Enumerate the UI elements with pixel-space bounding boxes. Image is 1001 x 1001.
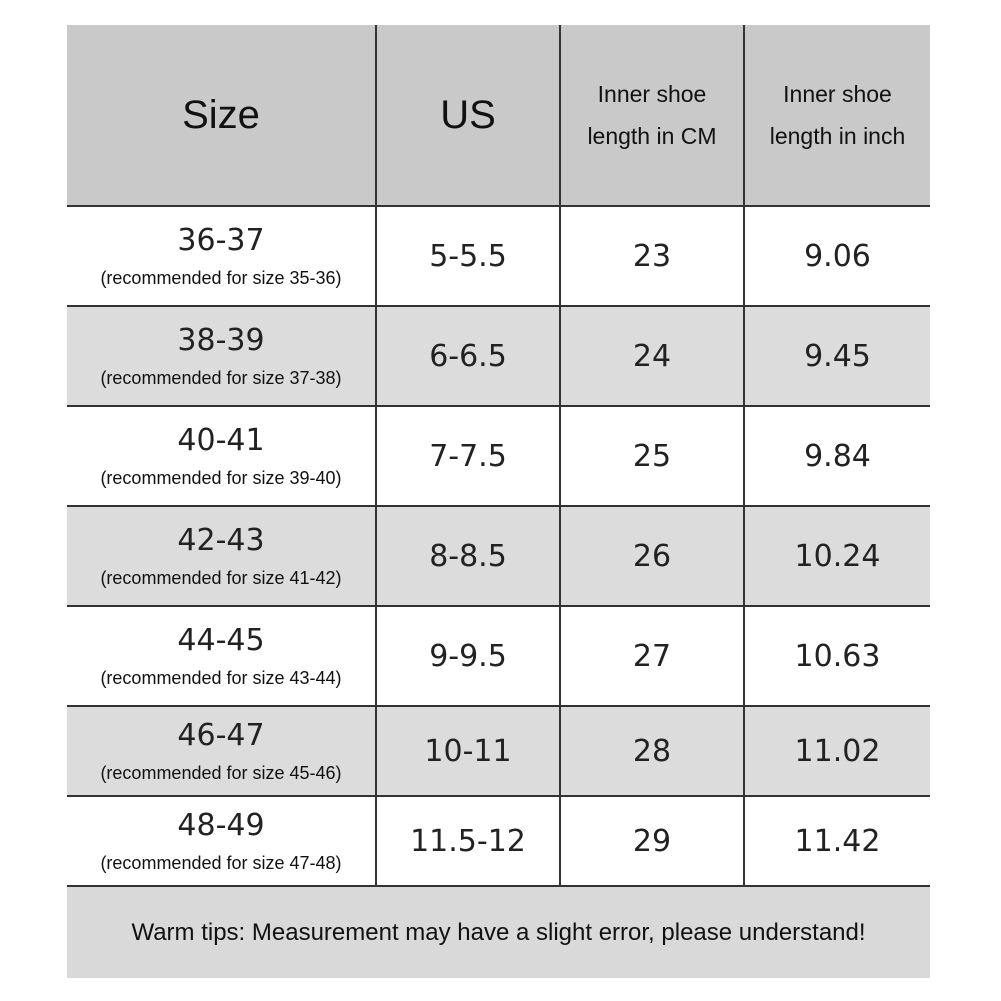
inch-text: 11.02 bbox=[794, 733, 881, 769]
size-text: 48-49 bbox=[177, 808, 265, 843]
header-text: Inner shoe length in inch bbox=[769, 81, 906, 149]
us-text: 8-8.5 bbox=[429, 538, 507, 574]
table-cell: 11.02 bbox=[745, 707, 930, 797]
size-text: 46-47 bbox=[177, 718, 265, 753]
table-cell: 7-7.5 bbox=[377, 407, 561, 507]
cm-text: 24 bbox=[632, 338, 672, 374]
inch-text: 11.42 bbox=[794, 823, 881, 859]
table-cell: 10-11 bbox=[377, 707, 561, 797]
note-text: (recommended for size 47-48) bbox=[100, 853, 342, 873]
us-text: 7-7.5 bbox=[429, 438, 507, 474]
footer-text: Warm tips: Measurement may have a slight… bbox=[131, 918, 866, 946]
note-text: (recommended for size 41-42) bbox=[100, 568, 342, 588]
table-cell: 26 bbox=[561, 507, 745, 607]
table-cell: 48-49 (recommended for size 47-48) bbox=[67, 797, 377, 887]
table-cell: Warm tips: Measurement may have a slight… bbox=[67, 887, 930, 978]
inch-text: 10.24 bbox=[794, 538, 881, 574]
size-text: 38-39 bbox=[177, 323, 265, 358]
table-cell: 38-39 (recommended for size 37-38) bbox=[67, 307, 377, 407]
table-cell: 42-43 (recommended for size 41-42) bbox=[67, 507, 377, 607]
us-text: 5-5.5 bbox=[429, 238, 507, 274]
table-cell: 8-8.5 bbox=[377, 507, 561, 607]
table-cell: 9.45 bbox=[745, 307, 930, 407]
table-cell: 25 bbox=[561, 407, 745, 507]
cm-text: 26 bbox=[632, 538, 672, 574]
table-cell: 27 bbox=[561, 607, 745, 707]
size-text: 36-37 bbox=[177, 223, 265, 258]
table-cell: US bbox=[377, 25, 561, 207]
table-cell: 9.06 bbox=[745, 207, 930, 307]
table-cell: 10.63 bbox=[745, 607, 930, 707]
cm-text: 25 bbox=[632, 438, 672, 474]
table-cell: 5-5.5 bbox=[377, 207, 561, 307]
us-text: 6-6.5 bbox=[429, 338, 507, 374]
note-text: (recommended for size 45-46) bbox=[100, 763, 342, 783]
table-cell: 6-6.5 bbox=[377, 307, 561, 407]
inch-text: 9.45 bbox=[804, 338, 871, 374]
note-text: (recommended for size 35-36) bbox=[100, 268, 342, 288]
cm-text: 29 bbox=[632, 823, 672, 859]
table-cell: 24 bbox=[561, 307, 745, 407]
table-cell: 46-47 (recommended for size 45-46) bbox=[67, 707, 377, 797]
size-text: 40-41 bbox=[177, 423, 265, 458]
table-cell: 10.24 bbox=[745, 507, 930, 607]
note-text: (recommended for size 37-38) bbox=[100, 368, 342, 388]
inch-text: 10.63 bbox=[794, 638, 881, 674]
note-text: (recommended for size 39-40) bbox=[100, 468, 342, 488]
cm-text: 23 bbox=[632, 238, 672, 274]
table-cell: 9.84 bbox=[745, 407, 930, 507]
us-text: 11.5-12 bbox=[410, 823, 526, 859]
header-text: US bbox=[440, 92, 496, 137]
table-cell: Inner shoe length in inch bbox=[745, 25, 930, 207]
table-cell: 9-9.5 bbox=[377, 607, 561, 707]
inch-text: 9.06 bbox=[804, 238, 871, 274]
table-cell: 28 bbox=[561, 707, 745, 797]
size-text: 44-45 bbox=[177, 623, 265, 658]
table-cell: 40-41 (recommended for size 39-40) bbox=[67, 407, 377, 507]
table-cell: 44-45 (recommended for size 43-44) bbox=[67, 607, 377, 707]
table-cell: Inner shoe length in CM bbox=[561, 25, 745, 207]
table-cell: 23 bbox=[561, 207, 745, 307]
header-text: Size bbox=[182, 92, 260, 137]
inch-text: 9.84 bbox=[804, 438, 871, 474]
note-text: (recommended for size 43-44) bbox=[100, 668, 342, 688]
table-cell: 11.42 bbox=[745, 797, 930, 887]
size-table: Size US Inner shoe length in CM Inner shoe … bbox=[67, 25, 930, 978]
table-cell: Size bbox=[67, 25, 377, 207]
us-text: 10-11 bbox=[424, 733, 512, 769]
cm-text: 28 bbox=[632, 733, 672, 769]
size-text: 42-43 bbox=[177, 523, 265, 558]
table-cell: 29 bbox=[561, 797, 745, 887]
cm-text: 27 bbox=[632, 638, 672, 674]
header-text: Inner shoe length in CM bbox=[587, 81, 717, 149]
table-cell: 11.5-12 bbox=[377, 797, 561, 887]
table-cell: 36-37 (recommended for size 35-36) bbox=[67, 207, 377, 307]
us-text: 9-9.5 bbox=[429, 638, 507, 674]
